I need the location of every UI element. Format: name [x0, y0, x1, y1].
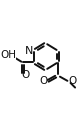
- Text: O: O: [21, 70, 29, 80]
- Text: N: N: [25, 46, 33, 56]
- Text: O: O: [39, 76, 48, 86]
- Text: O: O: [68, 76, 76, 86]
- Text: OH: OH: [0, 50, 16, 60]
